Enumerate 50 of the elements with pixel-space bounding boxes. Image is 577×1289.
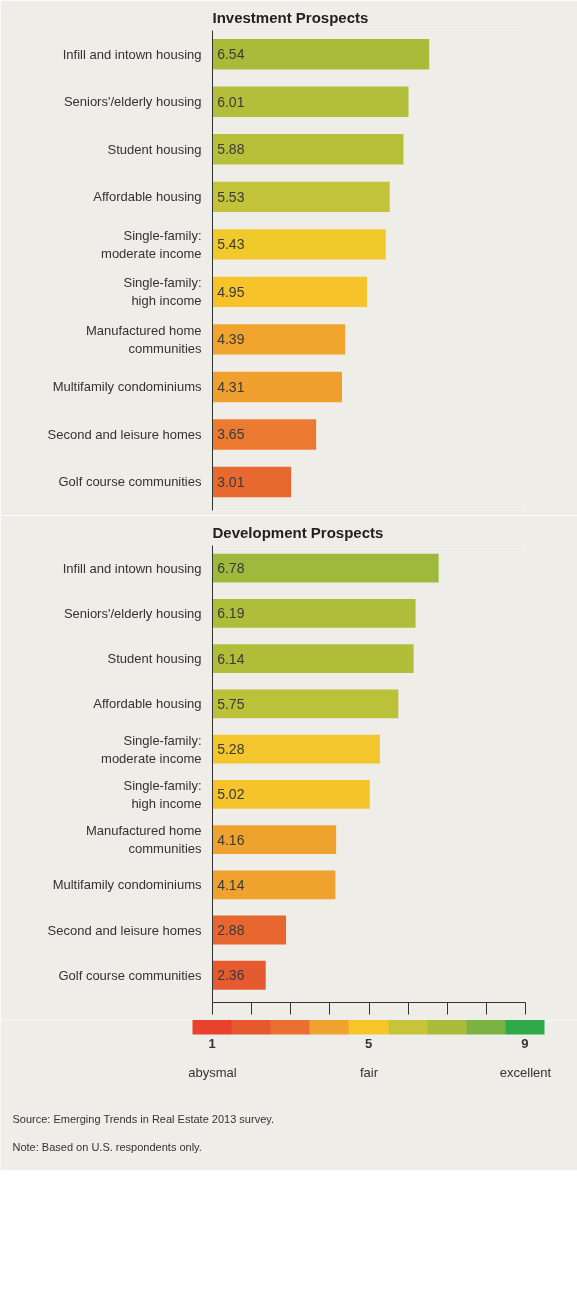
- y-tick-label: Seniors'/elderly housing: [63, 605, 202, 621]
- text: excellent: [499, 1064, 552, 1080]
- data-label: 4.95: [217, 283, 245, 300]
- data-label: 4.31: [217, 378, 245, 395]
- chart-title: Investment Prospects: [212, 8, 369, 26]
- y-tick-label: Golf course communities: [58, 474, 202, 490]
- data-label: 6.14: [217, 650, 245, 667]
- y-tick-label: Single-family: moderate income: [101, 732, 202, 766]
- y-tick-label: Manufactured home communities: [85, 322, 202, 356]
- y-tick-label: Seniors'/elderly housing: [63, 94, 202, 110]
- data-label: 3.65: [217, 426, 245, 443]
- y-tick-label: Student housing: [107, 141, 202, 157]
- y-tick-label: Multifamily condominiums: [52, 877, 202, 893]
- y-tick-label: Second and leisure homes: [47, 426, 202, 442]
- data-label: 2.88: [217, 922, 245, 939]
- text: fair: [359, 1064, 379, 1080]
- data-label: 4.39: [217, 331, 245, 348]
- text: abysmal: [188, 1064, 237, 1080]
- y-tick-label: Second and leisure homes: [47, 922, 202, 938]
- data-label: 5.02: [217, 786, 245, 803]
- data-label: 4.16: [217, 831, 245, 848]
- source-note: Source: Emerging Trends in Real Estate 2013 survey.: [12, 1112, 274, 1125]
- y-tick-label: Affordable housing: [93, 696, 202, 712]
- data-label: 5.28: [217, 741, 245, 758]
- data-label: 5.88: [217, 141, 245, 158]
- data-label: 4.14: [217, 876, 245, 893]
- data-label: 6.54: [217, 46, 245, 63]
- data-label: 5.75: [217, 695, 245, 712]
- y-tick-label: Infill and intown housing: [62, 46, 202, 62]
- data-label: 6.01: [217, 93, 245, 110]
- y-tick-label: Affordable housing: [93, 189, 202, 205]
- color-bar-label: 5: [364, 1035, 373, 1051]
- data-label: 5.53: [217, 188, 245, 205]
- y-tick-label: Student housing: [107, 651, 202, 667]
- text: Note: Based on U.S. respondents only.: [12, 1141, 202, 1154]
- y-tick-label: Single-family: moderate income: [101, 227, 202, 261]
- chart-title: Development Prospects: [212, 523, 384, 541]
- data-label: 2.36: [217, 967, 245, 984]
- data-label: 6.19: [217, 605, 245, 622]
- data-label: 5.43: [217, 236, 245, 253]
- y-tick-label: Single-family: high income: [123, 777, 202, 811]
- y-tick-label: Manufactured home communities: [85, 823, 202, 857]
- data-label: 3.01: [217, 473, 245, 490]
- data-label: 6.78: [217, 560, 245, 577]
- color-bar-label: 1: [208, 1035, 216, 1051]
- color-bar-label: 9: [521, 1035, 529, 1051]
- y-tick-label: Infill and intown housing: [62, 560, 202, 576]
- y-tick-label: Single-family: high income: [123, 275, 202, 309]
- y-tick-label: Multifamily condominiums: [52, 379, 202, 395]
- y-tick-label: Golf course communities: [58, 967, 202, 983]
